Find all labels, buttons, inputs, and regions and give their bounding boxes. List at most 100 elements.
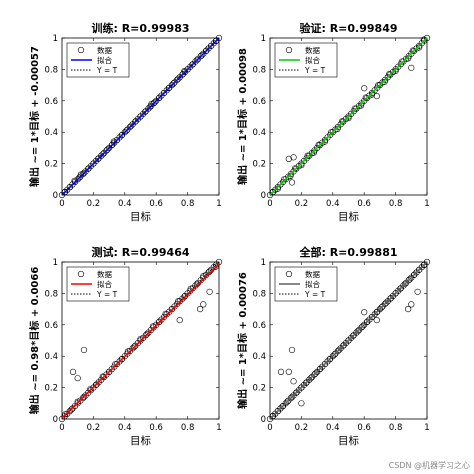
y-tick-label: 0.2 xyxy=(252,160,266,170)
data-point xyxy=(307,375,314,382)
x-axis-label: 目标 xyxy=(338,435,359,447)
data-point xyxy=(373,316,380,324)
data-point xyxy=(62,188,69,195)
data-point xyxy=(288,179,296,186)
data-point xyxy=(364,318,371,325)
legend-label-data: 数据 xyxy=(97,269,112,279)
data-point xyxy=(189,61,196,68)
data-point xyxy=(95,155,102,162)
data-points-dense xyxy=(266,34,431,199)
data-point xyxy=(151,99,158,106)
data-point xyxy=(362,94,369,101)
data-point xyxy=(132,118,139,125)
data-point xyxy=(290,378,297,385)
data-point xyxy=(206,288,213,295)
data-point xyxy=(74,375,81,382)
y-tick-label: 0.6 xyxy=(252,321,266,331)
legend-data-marker xyxy=(77,46,85,54)
data-point xyxy=(85,165,92,172)
x-tick-label: 0.4 xyxy=(118,199,132,209)
data-point xyxy=(170,80,177,87)
data-point xyxy=(373,309,380,316)
data-points-dense xyxy=(266,258,431,423)
data-point xyxy=(118,132,125,139)
data-point xyxy=(361,309,368,316)
data-point xyxy=(420,36,427,43)
y-tick-label: 0.2 xyxy=(44,384,58,394)
x-tick-label: 0.6 xyxy=(149,423,163,433)
legend-label-fit: 拟合 xyxy=(97,55,112,65)
data-point xyxy=(303,379,310,386)
chart-panel-4: 0 0.2 0.4 0.6 0.8 1 0 0.2 0.4 0.6 0.8 1 全部: R=0.9988… xyxy=(236,245,431,447)
fit-line xyxy=(61,263,220,419)
data-points-dense xyxy=(58,34,223,199)
chart-title: 测试: R=0.99464 xyxy=(91,245,189,259)
data-point xyxy=(387,295,394,302)
x-tick-label: 0.6 xyxy=(357,423,371,433)
y-tick-label: 0 xyxy=(53,191,58,201)
y-tick-label: 0.4 xyxy=(44,352,58,362)
data-point xyxy=(409,47,416,54)
x-tick-label: 1 xyxy=(424,199,429,209)
data-point xyxy=(270,188,277,195)
y-tick-label: 1 xyxy=(261,34,266,44)
data-point xyxy=(181,67,188,75)
data-point xyxy=(315,141,322,148)
data-point xyxy=(288,346,296,354)
data-point xyxy=(104,146,111,153)
data-point xyxy=(317,365,324,372)
legend-label-identity: Y = T xyxy=(96,290,118,299)
data-point xyxy=(143,331,150,338)
data-point xyxy=(69,368,77,376)
y-tick-label: 0 xyxy=(261,415,266,425)
x-axis-label: 目标 xyxy=(338,211,359,223)
data-point xyxy=(80,346,88,354)
data-point xyxy=(401,280,409,288)
data-point xyxy=(339,118,346,125)
y-tick-label: 0.2 xyxy=(44,160,58,170)
data-point xyxy=(290,154,297,161)
x-tick-label: 0.4 xyxy=(326,423,340,433)
data-point xyxy=(279,403,286,410)
x-tick-label: 0.8 xyxy=(389,199,403,209)
y-tick-label: 0.4 xyxy=(252,128,266,138)
data-point xyxy=(406,276,413,283)
data-point xyxy=(80,169,88,177)
data-point xyxy=(397,285,404,292)
data-point xyxy=(198,52,205,59)
x-tick-label: 0.6 xyxy=(357,199,371,209)
data-point xyxy=(340,342,347,349)
data-point xyxy=(179,71,186,78)
fit-line xyxy=(61,37,220,196)
x-tick-label: 0.2 xyxy=(87,423,101,433)
data-point xyxy=(99,151,106,158)
data-point xyxy=(423,258,431,266)
legend-label-data: 数据 xyxy=(305,269,320,279)
y-tick-label: 1 xyxy=(53,258,58,268)
data-point xyxy=(312,370,319,377)
x-tick-label: 0 xyxy=(267,423,272,433)
data-point xyxy=(93,381,100,388)
data-point xyxy=(354,327,362,335)
legend-data-marker xyxy=(285,270,293,278)
data-point xyxy=(76,174,83,181)
x-tick-label: 0.4 xyxy=(118,423,132,433)
y-tick-label: 0.6 xyxy=(252,97,266,107)
data-point xyxy=(408,64,415,71)
x-tick-label: 0.8 xyxy=(181,199,195,209)
data-point xyxy=(200,301,207,308)
data-point xyxy=(350,332,357,339)
data-point xyxy=(68,406,75,413)
chart-title: 训练: R=0.99983 xyxy=(91,21,189,35)
data-point xyxy=(181,293,188,300)
data-point xyxy=(165,85,172,92)
data-point xyxy=(288,393,296,401)
fit-line xyxy=(269,261,428,420)
data-point xyxy=(414,288,421,295)
data-point xyxy=(109,141,116,148)
watermark: CSDN @机器学习之心 xyxy=(388,461,470,470)
data-point xyxy=(277,368,285,376)
